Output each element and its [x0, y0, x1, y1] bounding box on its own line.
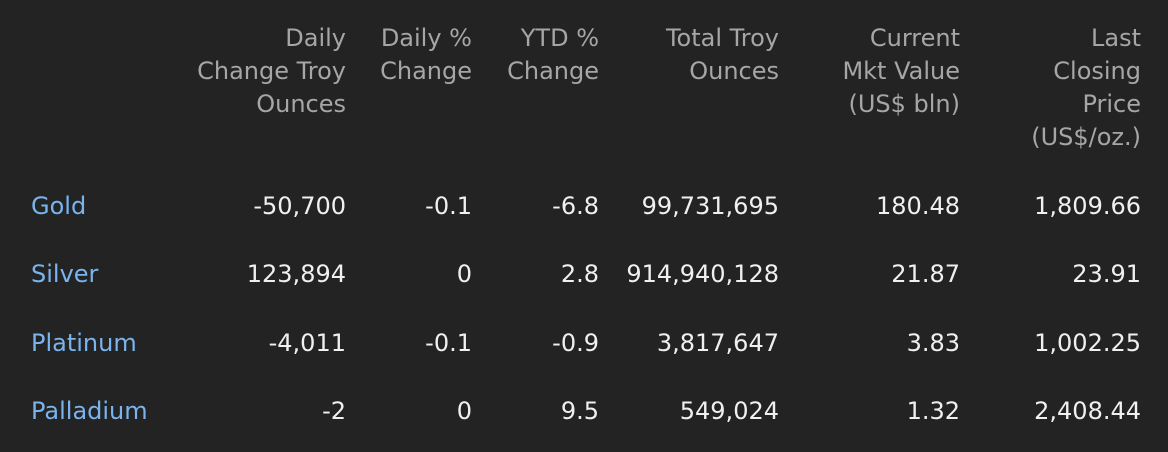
total-oz-cell: 914,940,128 [626, 260, 779, 288]
total-oz-cell: 549,024 [679, 397, 779, 425]
header-line: (US$/oz.) [1031, 123, 1141, 151]
header-line: Change [380, 57, 472, 85]
daily-change-cell: 123,894 [246, 260, 346, 288]
metal-link-silver[interactable]: Silver [31, 260, 99, 288]
header-line: YTD % [520, 24, 599, 52]
last-price-cell: 23.91 [1072, 260, 1141, 288]
header-ytd-pct: YTD % Change [507, 22, 599, 88]
last-price-cell: 1,002.25 [1034, 329, 1141, 357]
header-mkt-value: Current Mkt Value (US$ bln) [842, 22, 960, 121]
table-row-platinum: Platinum -4,011 -0.1 -0.9 3,817,647 3.83… [0, 323, 1168, 363]
daily-pct-cell: 0 [456, 397, 472, 425]
last-price-cell: 2,408.44 [1034, 397, 1141, 425]
total-oz-cell: 3,817,647 [656, 329, 779, 357]
header-line: Price [1082, 90, 1141, 118]
last-price-cell: 1,809.66 [1034, 192, 1141, 220]
header-line: Daily [285, 24, 346, 52]
header-line: Change [507, 57, 599, 85]
header-line: Closing [1053, 57, 1141, 85]
header-line: (US$ bln) [848, 90, 960, 118]
table-row-silver: Silver 123,894 0 2.8 914,940,128 21.87 2… [0, 254, 1168, 294]
mkt-value-cell: 21.87 [891, 260, 960, 288]
ytd-pct-cell: 2.8 [560, 260, 599, 288]
header-line: Last [1091, 24, 1141, 52]
table-row-gold: Gold -50,700 -0.1 -6.8 99,731,695 180.48… [0, 186, 1168, 226]
header-line: Mkt Value [842, 57, 960, 85]
daily-pct-cell: 0 [456, 260, 472, 288]
header-line: Ounces [256, 90, 346, 118]
header-line: Change Troy [197, 57, 346, 85]
daily-change-cell: -2 [322, 397, 346, 425]
header-line: Ounces [689, 57, 779, 85]
ytd-pct-cell: -0.9 [552, 329, 599, 357]
table-row-palladium: Palladium -2 0 9.5 549,024 1.32 2,408.44 [0, 391, 1168, 431]
metal-link-palladium[interactable]: Palladium [31, 397, 148, 425]
total-oz-cell: 99,731,695 [641, 192, 779, 220]
header-line: Total Troy [665, 24, 779, 52]
daily-change-cell: -50,700 [253, 192, 346, 220]
daily-pct-cell: -0.1 [425, 329, 472, 357]
ytd-pct-cell: 9.5 [560, 397, 599, 425]
header-daily-change-oz: Daily Change Troy Ounces [197, 22, 346, 121]
header-daily-pct: Daily % Change [380, 22, 472, 88]
mkt-value-cell: 3.83 [906, 329, 960, 357]
header-line: Current [869, 24, 960, 52]
metal-link-gold[interactable]: Gold [31, 192, 87, 220]
mkt-value-cell: 1.32 [906, 397, 960, 425]
header-last-price: Last Closing Price (US$/oz.) [1031, 22, 1141, 154]
daily-pct-cell: -0.1 [425, 192, 472, 220]
daily-change-cell: -4,011 [268, 329, 346, 357]
mkt-value-cell: 180.48 [876, 192, 960, 220]
header-line: Daily % [380, 24, 472, 52]
ytd-pct-cell: -6.8 [552, 192, 599, 220]
metal-link-platinum[interactable]: Platinum [31, 329, 137, 357]
header-total-oz: Total Troy Ounces [666, 22, 779, 88]
